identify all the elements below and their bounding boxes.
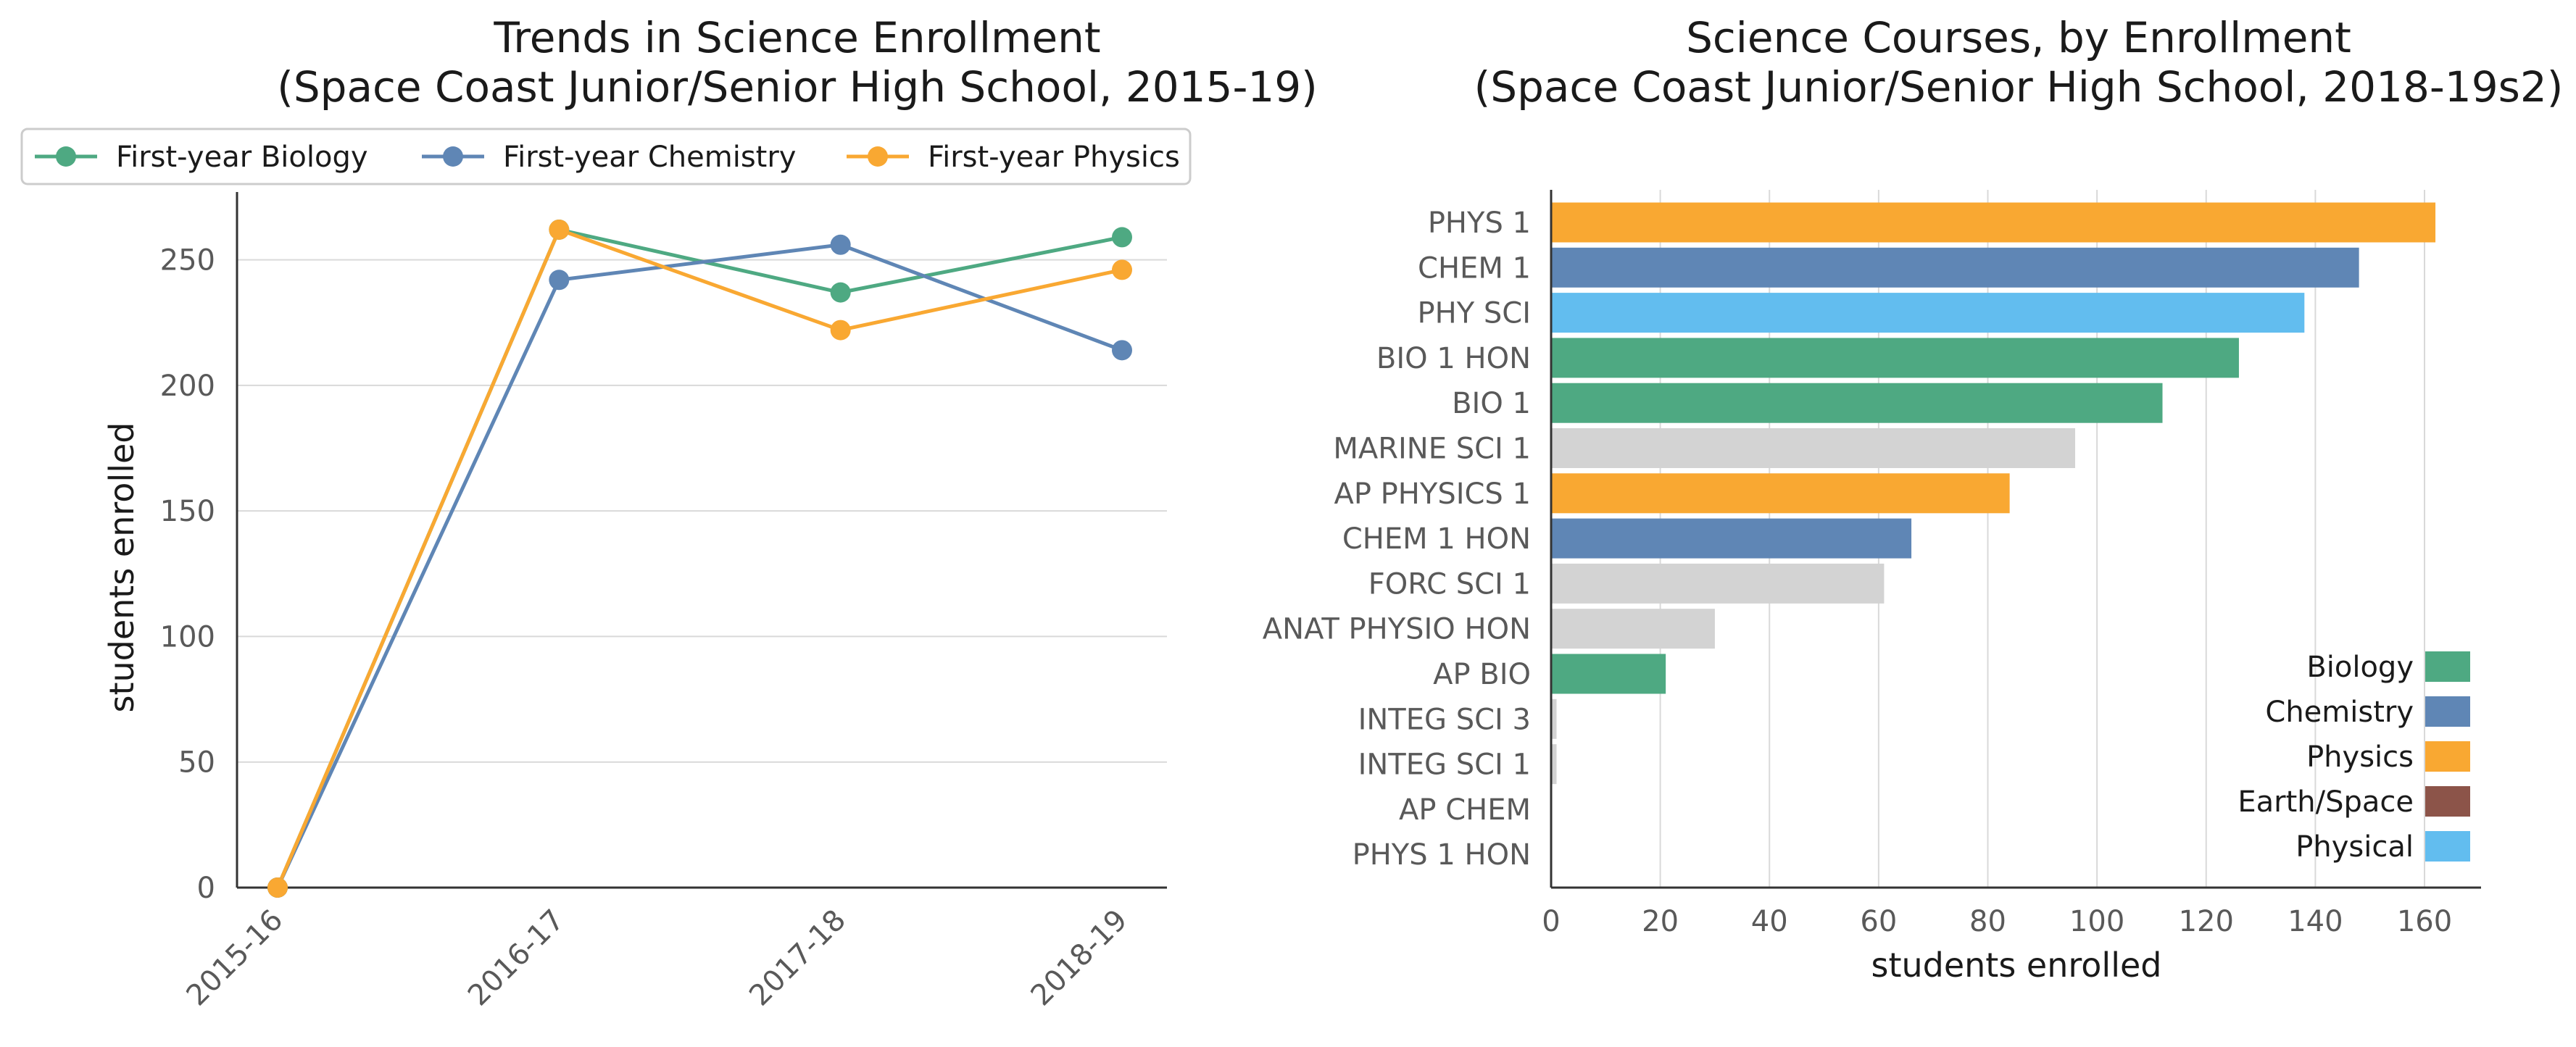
bar-marine-sci-1 [1551,428,2075,468]
category-label-chem-1: CHEM 1 [1418,251,1531,285]
bar-chem-1-hon [1551,518,1912,559]
legend-label-physical: Physical [2295,830,2414,864]
category-label-bio-1-hon: BIO 1 HON [1376,342,1531,375]
y-tick-label-50: 50 [178,746,215,780]
bar-chart: Science Courses, by Enrollment (Space Co… [1263,13,2564,985]
legend-swatch-chemistry [2425,696,2470,727]
x-tick-label-120: 120 [2179,905,2234,938]
y-tick-label-250: 250 [160,244,215,278]
legend-swatch-physics [2425,741,2470,772]
bar-chart-title: Science Courses, by Enrollment [1686,13,2351,62]
bar-bio-1 [1551,383,2163,423]
line-chart-subtitle: (Space Coast Junior/Senior High School, … [277,62,1318,112]
legend-label-first-year-physics: First-year Physics [928,141,1180,174]
legend-label-first-year-biology: First-year Biology [116,141,368,174]
category-label-ap-chem: AP CHEM [1399,793,1531,827]
bar-phys-1 [1551,202,2436,243]
legend-swatch-physical [2425,831,2470,862]
line-chart-axes [236,192,1167,889]
bar-chart-x-ticks: 0 20 40 60 80 100 120 140 160 [1542,905,2452,938]
legend-label-biology: Biology [2306,651,2414,684]
line-chart-x-ticks: 2015-16 2016-17 2017-18 2018-19 [180,904,1134,1013]
point-first-year-physics-2017-18 [830,320,851,341]
bar-phy-sci [1551,293,2305,333]
line-chart-legend: First-year Biology First-year Chemistry Fi… [20,128,1192,185]
x-tick-label-2016-17: 2016-17 [462,904,571,1013]
category-label-integ-sci-3: INTEG SCI 3 [1358,703,1531,736]
legend-label-earth-space: Earth/Space [2238,785,2414,819]
line-chart-grid [237,259,1167,763]
bar-chart-axes [1550,190,2481,889]
category-label-ap-physics-1: AP PHYSICS 1 [1334,477,1531,511]
point-first-year-chemistry-2017-18 [830,234,851,255]
x-tick-label-80: 80 [1969,905,2006,938]
category-label-phy-sci: PHY SCI [1418,297,1531,330]
legend-marker-first-year-chemistry [443,146,463,167]
x-tick-label-2017-18: 2017-18 [743,904,852,1013]
point-first-year-biology-2018-19 [1112,227,1132,248]
y-tick-label-150: 150 [160,495,215,528]
line-chart-y-label: students enrolled [102,422,141,713]
bar-chart-category-labels: PHYS 1 CHEM 1 PHY SCI BIO 1 HON BIO 1 MARINE … [1263,207,1531,872]
bar-integ-sci-1 [1551,744,1557,785]
x-tick-label-60: 60 [1860,905,1897,938]
bar-ap-bio [1551,654,1666,694]
y-tick-label-0: 0 [197,872,215,905]
series-line-first-year-physics [275,228,1123,888]
bar-chart-x-label: students enrolled [1871,946,2162,985]
line-chart-title: Trends in Science Enrollment [493,13,1100,62]
legend-label-physics: Physics [2306,741,2414,774]
legend-swatch-biology [2425,651,2470,682]
category-label-phys-1-hon: PHYS 1 HON [1353,838,1531,872]
y-tick-label-200: 200 [160,370,215,403]
category-label-integ-sci-1: INTEG SCI 1 [1358,748,1531,782]
line-chart: Trends in Science Enrollment (Space Coas… [20,13,1318,1013]
x-tick-label-40: 40 [1751,905,1788,938]
bar-chart-subtitle: (Space Coast Junior/Senior High School, … [1474,62,2564,112]
point-first-year-chemistry-2018-19 [1112,340,1132,361]
line-chart-y-ticks: 0 50 100 150 200 250 [160,244,215,905]
category-label-chem-1-hon: CHEM 1 HON [1342,522,1531,556]
series-line-first-year-biology [275,228,1123,888]
point-first-year-physics-2018-19 [1112,259,1132,280]
point-first-year-biology-2017-18 [830,282,851,303]
x-tick-label-2018-19: 2018-19 [1025,904,1134,1013]
bar-chem-1 [1551,247,2359,288]
bar-chart-legend: Biology Chemistry Physics Earth/Space Physic… [2238,651,2470,864]
category-label-ap-bio: AP BIO [1433,658,1531,691]
bar-forc-sci-1 [1551,563,1885,604]
category-label-bio-1: BIO 1 [1452,387,1531,420]
point-first-year-physics-2016-17 [549,219,570,240]
bar-anat-physio-hon [1551,609,1715,649]
category-label-anat-physio-hon: ANAT PHYSIO HON [1263,613,1531,646]
x-tick-label-140: 140 [2288,905,2343,938]
y-tick-label-100: 100 [160,620,215,654]
bar-integ-sci-3 [1551,698,1557,739]
category-label-forc-sci-1: FORC SCI 1 [1368,567,1531,601]
legend-swatch-earth-space [2425,786,2470,817]
legend-marker-first-year-physics [868,146,888,167]
line-chart-series [267,219,1132,898]
category-label-marine-sci-1: MARINE SCI 1 [1333,433,1531,466]
category-label-phys-1: PHYS 1 [1428,207,1531,240]
legend-marker-first-year-biology [56,146,76,167]
x-tick-label-0: 0 [1542,905,1560,938]
series-line-first-year-chemistry [275,243,1123,889]
x-tick-label-160: 160 [2397,905,2452,938]
x-tick-label-100: 100 [2069,905,2124,938]
legend-label-chemistry: Chemistry [2265,696,2414,729]
x-tick-label-20: 20 [1642,905,1679,938]
bar-chart-bars [1551,202,2436,785]
point-first-year-physics-2015-16 [267,877,288,898]
x-tick-label-2015-16: 2015-16 [180,904,290,1013]
point-first-year-chemistry-2016-17 [549,270,570,291]
legend-label-first-year-chemistry: First-year Chemistry [503,141,796,174]
bar-ap-physics-1 [1551,473,2010,514]
line-legend-box [20,128,1192,185]
bar-bio-1-hon [1551,338,2239,378]
